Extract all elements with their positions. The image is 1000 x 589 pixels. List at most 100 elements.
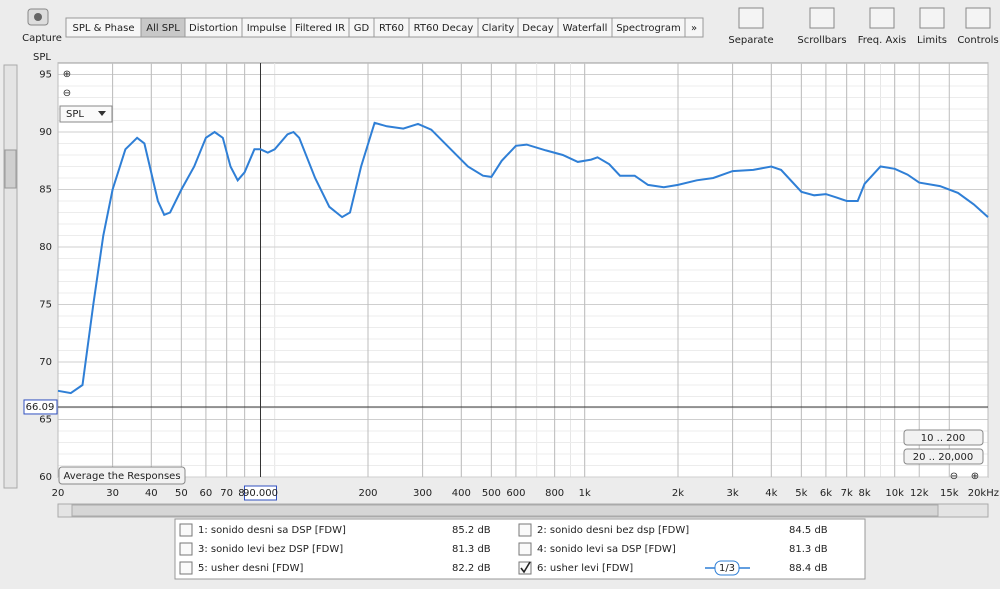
y-tick-label: 75 xyxy=(39,300,52,311)
view-select-label[interactable]: SPL xyxy=(66,109,84,120)
legend-checkbox[interactable] xyxy=(179,561,193,575)
tool-icon[interactable] xyxy=(965,7,991,29)
legend-value: 81.3 dB xyxy=(789,544,828,555)
x-tick-label: 800 xyxy=(545,488,564,499)
tab-label[interactable]: Waterfall xyxy=(563,23,608,34)
smoothing-box[interactable] xyxy=(714,560,740,576)
zoom-out-icon[interactable]: ⊖ xyxy=(63,88,71,99)
tab-label[interactable]: SPL & Phase xyxy=(73,23,135,34)
legend-name[interactable]: 4: sonido levi sa DSP [FDW] xyxy=(537,544,676,555)
tab-label[interactable]: RT60 Decay xyxy=(414,23,474,34)
y-tick-label: 85 xyxy=(39,185,52,196)
tool-label[interactable]: Limits xyxy=(917,35,947,46)
x-tick-label: 20 xyxy=(52,488,65,499)
x-tick-label: 200 xyxy=(358,488,377,499)
response-line xyxy=(57,121,989,395)
x-tick-label: 60 xyxy=(200,488,213,499)
tab-label[interactable]: All SPL xyxy=(146,23,180,34)
x-tick-label: 70 xyxy=(220,488,233,499)
x-tick-label: 2k xyxy=(672,488,684,499)
x-tick-label: 6k xyxy=(820,488,832,499)
x-tick-label: 7k xyxy=(841,488,853,499)
legend-value: 82.2 dB xyxy=(452,563,491,574)
x-tick-label: 600 xyxy=(506,488,525,499)
x-tick-label: 4k xyxy=(765,488,777,499)
zoom-in-icon[interactable]: ⊕ xyxy=(971,471,979,482)
legend-name[interactable]: 5: usher desni [FDW] xyxy=(198,563,303,574)
v-scrollbar[interactable] xyxy=(3,64,18,489)
smoothing-label[interactable]: 1/3 xyxy=(719,563,735,574)
x-tick-label: 15k xyxy=(940,488,959,499)
tool-label[interactable]: Separate xyxy=(728,35,773,46)
tab-label[interactable]: Distortion xyxy=(189,23,238,34)
legend-check xyxy=(520,561,531,574)
tool-icon[interactable] xyxy=(919,7,945,29)
zoom-in-icon[interactable]: ⊕ xyxy=(63,69,71,80)
capture-label[interactable]: Capture xyxy=(22,33,62,44)
y-tick-label: 65 xyxy=(39,415,52,426)
tool-label[interactable]: Scrollbars xyxy=(797,35,846,46)
legend-checkbox[interactable] xyxy=(179,542,193,556)
tab-label[interactable]: RT60 xyxy=(379,23,404,34)
legend-name[interactable]: 3: sonido levi bez DSP [FDW] xyxy=(198,544,343,555)
view-select[interactable] xyxy=(59,105,113,123)
legend-checkbox[interactable] xyxy=(518,523,532,537)
range-button[interactable] xyxy=(903,448,984,465)
tool-icon[interactable] xyxy=(809,7,835,29)
range-button[interactable] xyxy=(903,429,984,446)
legend-value: 88.4 dB xyxy=(789,563,828,574)
y-axis-label: SPL xyxy=(33,52,51,63)
ui: 6065707580859095203040506070802003004005… xyxy=(23,69,999,501)
tab-label[interactable]: Decay xyxy=(522,23,553,34)
x-tick-label: 8k xyxy=(859,488,871,499)
y-tick-label: 90 xyxy=(39,127,52,138)
tab-label[interactable]: Impulse xyxy=(247,23,287,34)
h-scroll-thumb[interactable] xyxy=(71,504,939,517)
x-tick-label: 20kHz xyxy=(968,488,999,499)
cursor-x-box xyxy=(243,485,277,501)
capture-lens xyxy=(34,13,42,21)
cursor-y-box xyxy=(23,399,58,415)
dropdown-arrow xyxy=(98,111,106,116)
x-tick-label: 30 xyxy=(106,488,119,499)
y-tick-label: 80 xyxy=(39,242,52,253)
x-tick-label: 12k xyxy=(910,488,929,499)
average-button-label[interactable]: Average the Responses xyxy=(63,471,180,482)
tool-icon[interactable] xyxy=(738,7,764,29)
legend-name[interactable]: 1: sonido desni sa DSP [FDW] xyxy=(198,525,346,536)
legend-checkbox[interactable] xyxy=(518,542,532,556)
cursor-x-label: 90.000 xyxy=(243,488,278,499)
tool-icon[interactable] xyxy=(869,7,895,29)
tab-label[interactable]: Clarity xyxy=(482,23,515,34)
x-tick-label: 40 xyxy=(145,488,158,499)
legend-value: 81.3 dB xyxy=(452,544,491,555)
range-button-label[interactable]: 20 .. 20,000 xyxy=(913,452,973,463)
range-button-label[interactable]: 10 .. 200 xyxy=(921,433,966,444)
legend-checkbox[interactable] xyxy=(179,523,193,537)
x-tick-label: 300 xyxy=(413,488,432,499)
x-tick-label: 3k xyxy=(727,488,739,499)
y-tick-label: 95 xyxy=(39,70,52,81)
x-tick-label: 400 xyxy=(452,488,471,499)
tab-label[interactable]: » xyxy=(691,23,697,34)
marks xyxy=(57,63,989,477)
legend-name[interactable]: 6: usher levi [FDW] xyxy=(537,563,633,574)
zoom-out-icon[interactable]: ⊖ xyxy=(950,471,958,482)
legend-value: 84.5 dB xyxy=(789,525,828,536)
x-tick-label: 1k xyxy=(579,488,591,499)
cursor-y-label: 66.09 xyxy=(26,402,55,413)
v-scroll-thumb[interactable] xyxy=(4,149,17,189)
tool-label[interactable]: Controls xyxy=(957,35,998,46)
tab-label[interactable]: Filtered IR xyxy=(295,23,345,34)
x-tick-label: 10k xyxy=(885,488,904,499)
y-tick-label: 60 xyxy=(39,472,52,483)
x-tick-label: 5k xyxy=(795,488,807,499)
legend-value: 85.2 dB xyxy=(452,525,491,536)
tab-label[interactable]: Spectrogram xyxy=(616,23,681,34)
tab[interactable] xyxy=(684,17,704,38)
legend-name[interactable]: 2: sonido desni bez dsp [FDW] xyxy=(537,525,689,536)
tab-label[interactable]: GD xyxy=(354,23,370,34)
average-button[interactable] xyxy=(58,466,186,485)
tool-label[interactable]: Freq. Axis xyxy=(858,35,907,46)
